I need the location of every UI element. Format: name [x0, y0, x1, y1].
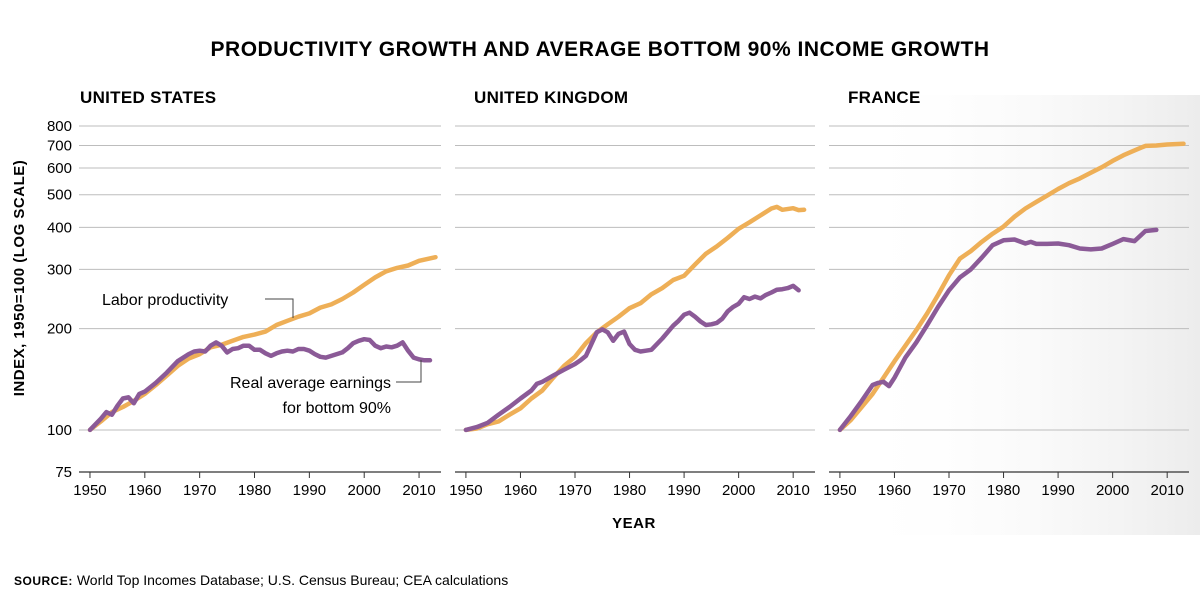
source-label: SOURCE:: [14, 574, 73, 588]
x-tick-label-1970: 1970: [558, 482, 591, 499]
y-tick-label-600: 600: [47, 160, 72, 177]
panel-title-us: UNITED STATES: [80, 88, 216, 107]
background-shading: [850, 95, 1200, 535]
chart-title: PRODUCTIVITY GROWTH AND AVERAGE BOTTOM 9…: [211, 38, 990, 61]
x-tick-label-1960: 1960: [504, 482, 537, 499]
x-tick-label-2010: 2010: [1150, 482, 1183, 499]
panel-title-uk: UNITED KINGDOM: [474, 88, 628, 107]
x-tick-label-1960: 1960: [878, 482, 911, 499]
series-earnings-line-france: [837, 227, 1159, 433]
y-tick-label-500: 500: [47, 187, 72, 204]
earnings-leader-line: [396, 360, 422, 383]
y-tick-label-75: 75: [55, 464, 72, 481]
x-tick-label-2010: 2010: [776, 482, 809, 499]
y-axis-label: INDEX, 1950=100 (LOG SCALE): [11, 160, 28, 397]
x-tick-label-1970: 1970: [932, 482, 965, 499]
x-tick-label-2000: 2000: [722, 482, 755, 499]
panel-us: 1950 1960 1970 1980 1990 2000 2010 75 100 200 300 4…: [47, 118, 441, 499]
x-tick-label-1950: 1950: [823, 482, 856, 499]
series-earnings-line-uk: [463, 283, 801, 433]
earnings-annotation-line1: Real average earnings: [230, 375, 391, 392]
x-tick-label-2000: 2000: [348, 482, 381, 499]
y-tick-label-700: 700: [47, 138, 72, 155]
y-tick-label-800: 800: [47, 118, 72, 135]
y-tick-label-400: 400: [47, 219, 72, 236]
x-tick-label-1990: 1990: [293, 482, 326, 499]
productivity-leader-line: [265, 298, 294, 318]
x-axis-label: YEAR: [612, 515, 656, 532]
source-text: World Top Incomes Database; U.S. Census …: [77, 572, 508, 588]
y-tick-label-100: 100: [47, 422, 72, 439]
x-tick-label-1990: 1990: [667, 482, 700, 499]
source-note: SOURCE: World Top Incomes Database; U.S. …: [14, 572, 508, 588]
x-tick-label-1980: 1980: [238, 482, 271, 499]
x-tick-label-2000: 2000: [1096, 482, 1129, 499]
series-productivity-line-france: [837, 141, 1186, 433]
panel-france: 1950 1960 1970 1980 1990 2000 2010: [823, 125, 1189, 499]
x-tick-label-1990: 1990: [1041, 482, 1074, 499]
x-tick-label-1950: 1950: [73, 482, 106, 499]
x-tick-label-1960: 1960: [128, 482, 161, 499]
y-tick-label-200: 200: [47, 321, 72, 338]
x-tick-label-1970: 1970: [183, 482, 216, 499]
productivity-annotation: Labor productivity: [102, 292, 228, 309]
panel-uk: 1950 1960 1970 1980 1990 2000 2010: [449, 125, 815, 499]
x-tick-label-1950: 1950: [449, 482, 482, 499]
x-tick-label-1980: 1980: [613, 482, 646, 499]
earnings-annotation-line2: for bottom 90%: [283, 400, 392, 417]
series-productivity-line-uk: [463, 204, 807, 433]
y-tick-label-300: 300: [47, 261, 72, 278]
panel-title-france: FRANCE: [848, 88, 921, 107]
series-earnings-line-us: [87, 336, 433, 433]
x-tick-label-1980: 1980: [987, 482, 1020, 499]
x-tick-label-2010: 2010: [402, 482, 435, 499]
